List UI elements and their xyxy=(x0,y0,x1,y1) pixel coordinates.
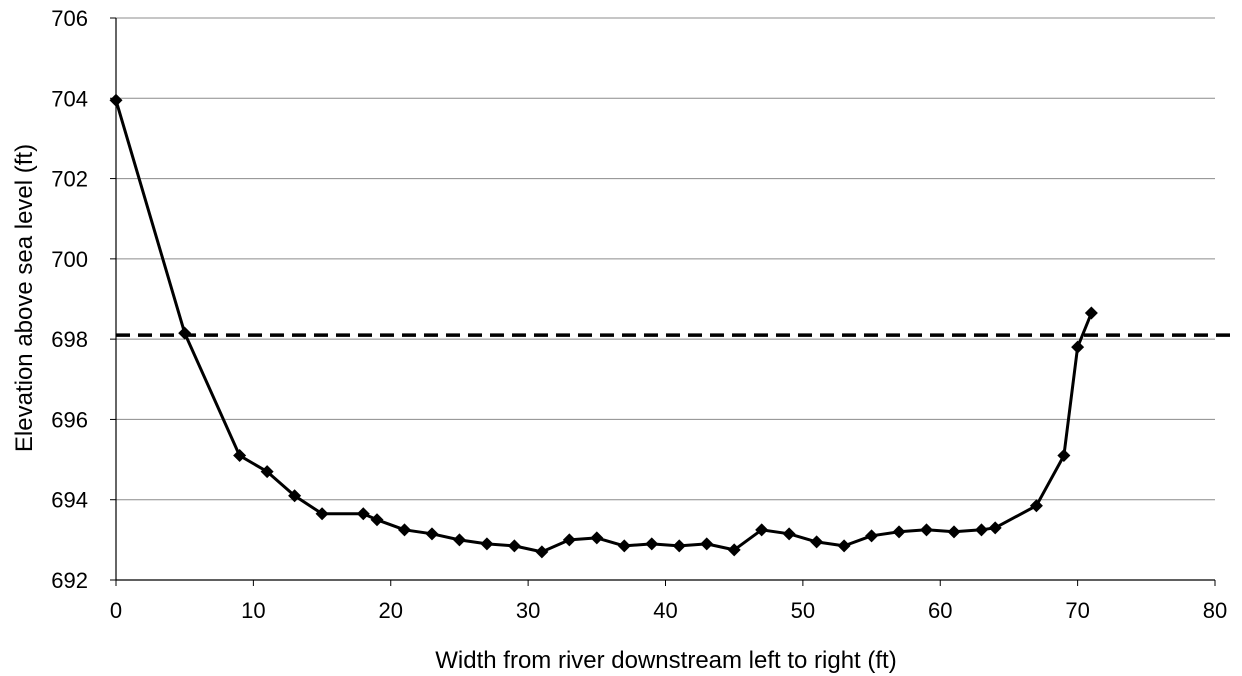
data-point xyxy=(974,523,988,537)
y-tick-label: 698 xyxy=(51,327,88,352)
data-point xyxy=(178,326,192,340)
data-point xyxy=(109,93,123,107)
x-tick-label: 0 xyxy=(110,598,122,623)
x-tick-label: 40 xyxy=(653,598,677,623)
y-tick-label: 700 xyxy=(51,247,88,272)
data-point xyxy=(535,545,549,559)
axes xyxy=(110,17,1216,586)
data-point xyxy=(920,523,934,537)
data-point xyxy=(370,513,384,527)
data-point xyxy=(315,507,329,521)
x-tick-label: 80 xyxy=(1203,598,1227,623)
data-point xyxy=(480,537,494,551)
x-tick-label: 60 xyxy=(928,598,952,623)
data-point xyxy=(700,537,714,551)
data-point xyxy=(645,537,659,551)
data-point xyxy=(617,539,631,553)
data-point xyxy=(1071,340,1085,354)
y-tick-label: 704 xyxy=(51,86,88,111)
data-point xyxy=(810,535,824,549)
x-tick-label: 70 xyxy=(1065,598,1089,623)
y-tick-label: 694 xyxy=(51,488,88,513)
data-point xyxy=(562,533,576,547)
x-axis-title: Width from river downstream left to righ… xyxy=(435,647,896,674)
data-point xyxy=(425,527,439,541)
data-point xyxy=(1029,499,1043,513)
series-line xyxy=(114,99,1093,554)
y-tick-label: 696 xyxy=(51,407,88,432)
data-point xyxy=(672,539,686,553)
y-axis-title: Elevation above sea level (ft) xyxy=(11,144,38,452)
horizontal-gridlines xyxy=(116,17,1215,501)
x-tick-label: 50 xyxy=(791,598,815,623)
data-point xyxy=(397,523,411,537)
data-point xyxy=(590,531,604,545)
data-point xyxy=(288,489,302,503)
data-point xyxy=(452,533,466,547)
y-tick-label: 706 xyxy=(51,6,88,31)
x-tick-label: 10 xyxy=(241,598,265,623)
data-point xyxy=(865,529,879,543)
y-tick-label: 702 xyxy=(51,167,88,192)
data-point xyxy=(837,539,851,553)
data-point xyxy=(356,507,370,521)
data-point xyxy=(727,543,741,557)
data-point xyxy=(507,539,521,553)
data-point xyxy=(233,449,247,463)
y-tick-label: 692 xyxy=(51,568,88,593)
data-point xyxy=(782,527,796,541)
x-tick-label: 20 xyxy=(379,598,403,623)
tick-labels: 692 694 696 698 700 702 704 706 0 10 20 30 40 50 60 70 8… xyxy=(51,6,1227,623)
data-point xyxy=(988,521,1002,535)
data-point xyxy=(755,523,769,537)
data-point xyxy=(1084,306,1098,320)
x-tick-label: 30 xyxy=(516,598,540,623)
data-point xyxy=(892,525,906,539)
data-point xyxy=(1057,449,1071,463)
data-point xyxy=(947,525,961,539)
data-point xyxy=(260,465,274,479)
data-series xyxy=(109,93,1098,559)
